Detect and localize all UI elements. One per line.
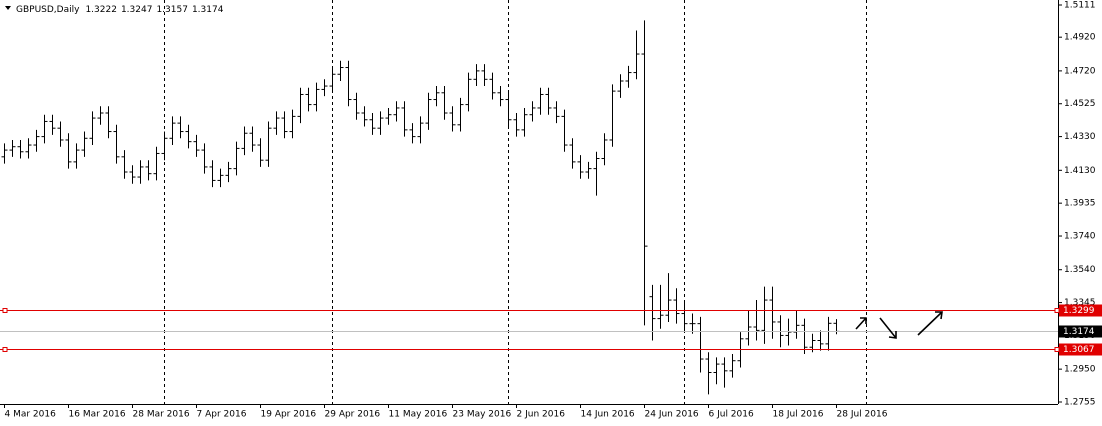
last-price-box: [1059, 325, 1102, 338]
level-anchor: [2, 347, 8, 352]
y-tick-label: 1.3935: [1064, 199, 1096, 209]
x-tick-label: 23 May 2016: [453, 410, 512, 420]
header-close: 1.3174: [192, 5, 224, 15]
y-tick-label: 1.4330: [1064, 132, 1096, 142]
x-tick-label: 24 Jun 2016: [645, 410, 699, 420]
header-open: 1.3222: [85, 5, 117, 15]
last-price-label: 1.3174: [1063, 327, 1095, 337]
plot: [0, 20, 1060, 395]
level-anchor: [2, 308, 8, 313]
x-tick-label: 11 May 2016: [389, 410, 448, 420]
y-tick-label: 1.5111: [1064, 1, 1096, 11]
y-tick-label: 1.3345: [1064, 298, 1096, 308]
collapse-icon[interactable]: [5, 6, 11, 10]
arrow: [879, 317, 897, 339]
x-tick-label: 6 Jul 2016: [709, 410, 754, 420]
x-tick-label: 2 Jun 2016: [517, 410, 566, 420]
header-high: 1.3247: [121, 5, 153, 15]
x-tick-label: 7 Apr 2016: [197, 410, 247, 420]
header-low: 1.3157: [156, 5, 188, 15]
y-tick-label: 1.3540: [1064, 265, 1096, 275]
level-box: [1059, 343, 1102, 356]
symbol: GBPUSD,Daily: [16, 5, 80, 15]
x-tick-label: 28 Mar 2016: [133, 410, 190, 420]
y-tick-label: 1.2950: [1064, 365, 1096, 375]
x-tick-label: 19 Apr 2016: [261, 410, 317, 420]
x-tick-label: 16 Mar 2016: [69, 410, 126, 420]
header: GBPUSD,Daily 1.3222 1.3247 1.3157 1.3174: [16, 5, 224, 15]
level-label: 1.3067: [1063, 345, 1095, 355]
x-tick-label: 29 Apr 2016: [325, 410, 381, 420]
period-separators: [164, 0, 867, 404]
y-tick-label: 1.2755: [1064, 398, 1096, 408]
y-tick-label: 1.4130: [1064, 166, 1096, 176]
level-anchor: [1054, 347, 1060, 352]
x-tick-label: 28 Jul 2016: [837, 410, 888, 420]
y-tick-label: 1.4720: [1064, 66, 1096, 76]
arrow: [855, 317, 867, 330]
arrow: [917, 311, 943, 336]
level-box: [1059, 304, 1102, 317]
x-tick-label: 4 Mar 2016: [5, 410, 57, 420]
y-tick-label: 1.4525: [1064, 99, 1096, 109]
trend-arrows: [855, 311, 943, 339]
y-tick-label: 1.4920: [1064, 33, 1096, 43]
level-anchor: [1054, 308, 1060, 313]
y-tick-label: 1.3740: [1064, 232, 1096, 242]
x-tick-label: 18 Jul 2016: [773, 410, 824, 420]
x-tick-label: 14 Jun 2016: [581, 410, 635, 420]
level-label: 1.3299: [1063, 306, 1095, 316]
